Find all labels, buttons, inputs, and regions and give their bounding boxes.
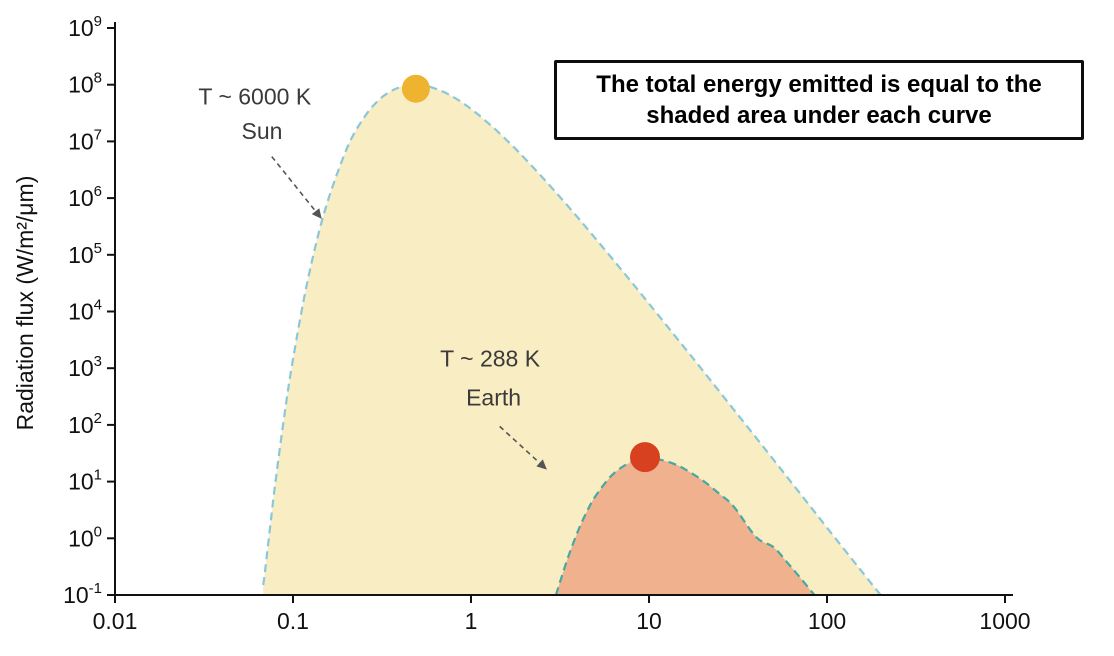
x-tick-label: 100 [808, 608, 846, 634]
sun-peak-marker [401, 74, 430, 103]
earth-arrow [499, 425, 542, 465]
sun-curve [262, 83, 882, 596]
sun-annotation: T ~ 6000 K Sun [198, 83, 322, 219]
x-tick-label: 1000 [979, 608, 1030, 634]
y-tick-label: 101 [68, 467, 102, 495]
y-tick-label: 104 [68, 297, 102, 325]
x-tick-label: 1 [465, 608, 478, 634]
shaded-areas [263, 84, 881, 595]
x-axis: 0.01 0.1 1 10 100 1000 [93, 594, 1031, 634]
x-tick-label: 0.1 [277, 608, 309, 634]
x-tick-label: 10 [636, 608, 662, 634]
y-tick-label: 107 [68, 126, 102, 154]
sun-name-label: Sun [242, 118, 283, 144]
y-tick-label: 102 [68, 410, 102, 438]
annotation-box: The total energy emitted is equal to the… [554, 60, 1084, 141]
earth-arrowhead [536, 459, 547, 470]
y-tick-label: 103 [68, 353, 102, 381]
y-tick-label: 108 [68, 70, 102, 98]
y-tick-label: 105 [68, 240, 102, 268]
sun-area [263, 84, 881, 595]
sun-temperature-label: T ~ 6000 K [198, 83, 311, 109]
y-axis-label: Radiation flux (W/m²/μm) [12, 175, 38, 431]
y-tick-label: 109 [68, 13, 102, 41]
y-tick-label: 106 [68, 183, 102, 211]
sun-arrow [271, 156, 318, 214]
earth-peak-marker [630, 442, 660, 473]
y-tick-label: 100 [68, 523, 102, 551]
y-axis: 109 108 107 106 105 104 103 102 101 100 10-1 [63, 13, 116, 608]
earth-name-label: Earth [466, 385, 521, 411]
y-tick-label: 10-1 [63, 580, 102, 608]
sun-arrowhead [311, 208, 322, 219]
earth-temperature-label: T ~ 288 K [440, 345, 541, 371]
peak-markers [401, 74, 660, 473]
x-tick-label: 0.01 [93, 608, 138, 634]
earth-area [555, 458, 815, 595]
earth-annotation: T ~ 288 K Earth [440, 345, 547, 470]
